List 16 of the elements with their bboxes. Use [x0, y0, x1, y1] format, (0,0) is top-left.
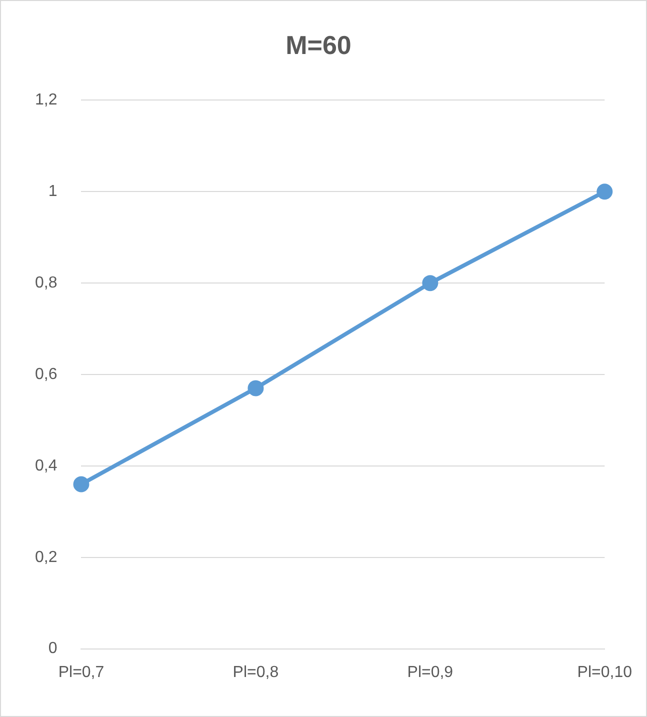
y-tick-label: 0,6 [34, 366, 58, 383]
point [422, 275, 438, 292]
y-tick-label: 0,4 [34, 457, 58, 474]
x-tick-label: Pl=0,8 [232, 664, 279, 681]
x-tick-label: Pl=0,10 [577, 664, 632, 681]
point [73, 476, 90, 492]
point [248, 380, 264, 396]
x-tick-label: Pl=0,9 [407, 664, 454, 681]
point [596, 184, 613, 200]
x-tick-label: Pl=0,7 [58, 664, 104, 681]
y-tick-label: 0 [48, 640, 58, 658]
chart-title: M=60 [286, 30, 352, 60]
y-tick-label: 1 [48, 183, 58, 200]
y-tick-label: 0,2 [34, 548, 58, 566]
y-tick-label: 1,2 [34, 92, 58, 109]
y-tick-label: 0,8 [34, 274, 58, 292]
